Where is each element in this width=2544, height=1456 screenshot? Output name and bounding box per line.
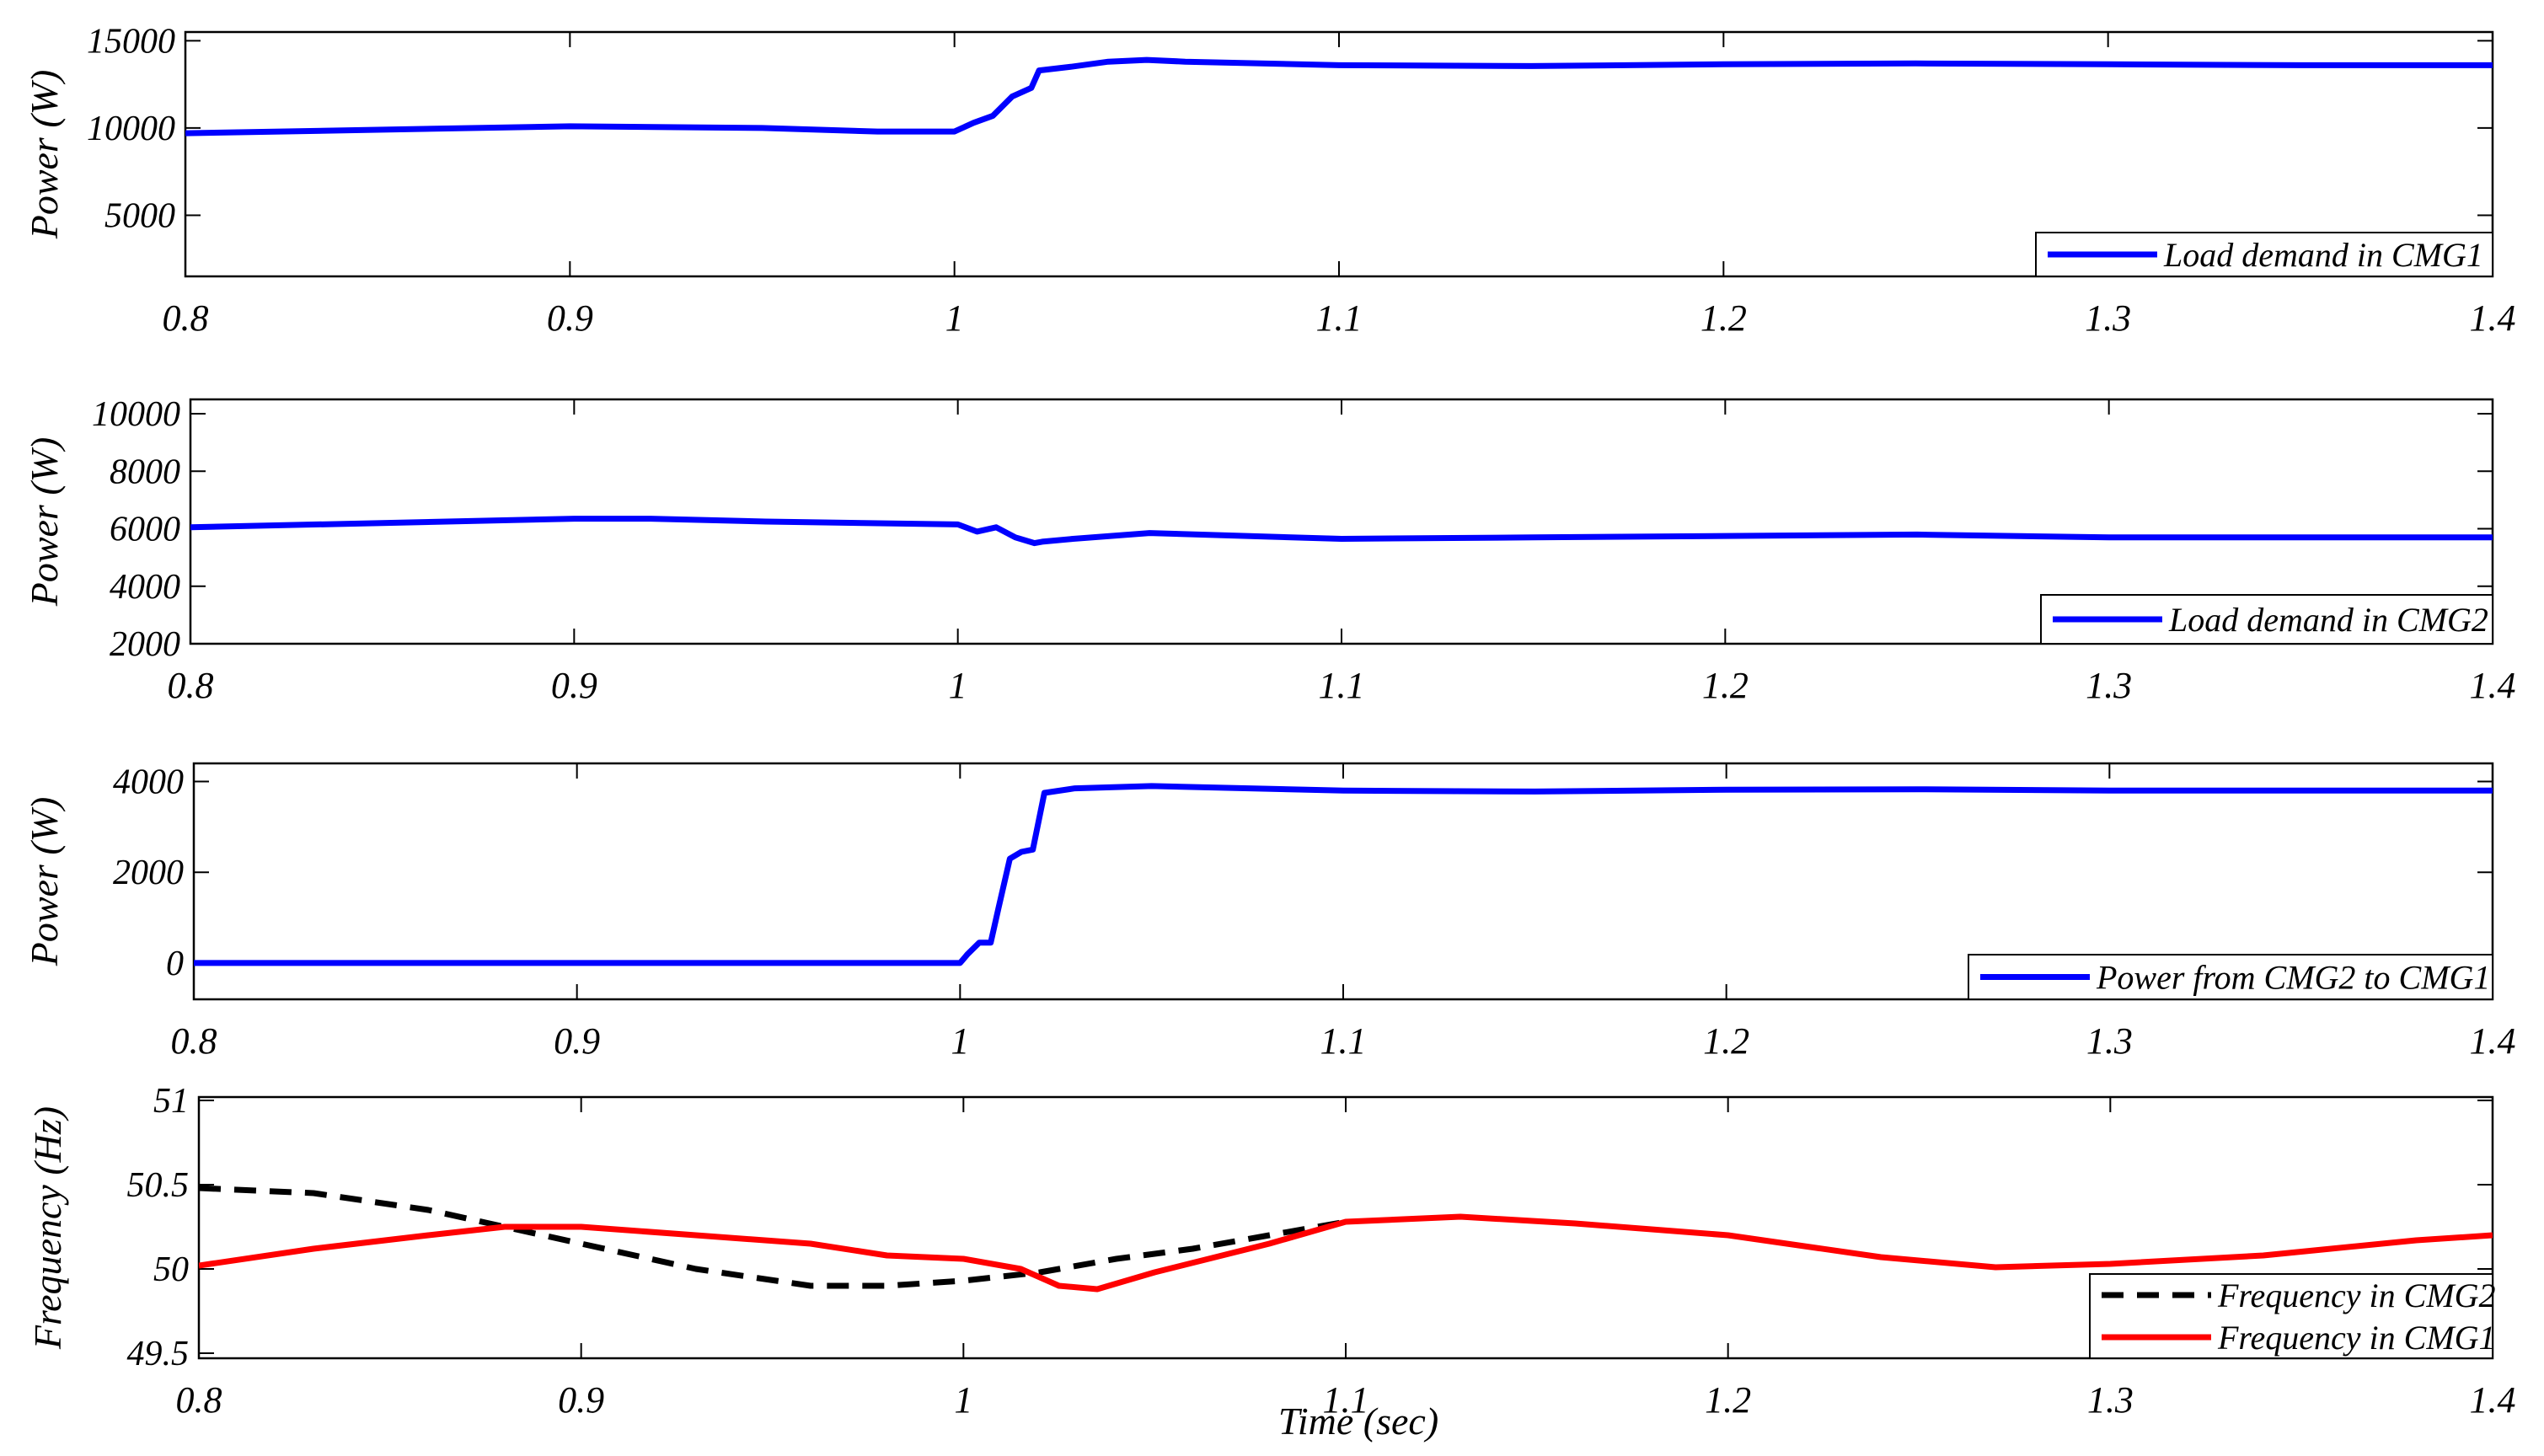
y-tick-label: 0 <box>166 945 184 983</box>
y-axis-label: Power (W) <box>23 70 66 240</box>
y-axis-label: Power (W) <box>23 437 66 608</box>
x-tick-label: 1.3 <box>2086 665 2132 706</box>
x-tick-label: 1 <box>954 1379 972 1421</box>
x-tick-label: 0.9 <box>547 297 593 339</box>
x-tick-label: 1.1 <box>1316 297 1363 339</box>
series-line-1 <box>194 783 2493 966</box>
series-line-1 <box>190 516 2493 547</box>
series-line-2 <box>199 1213 2493 1293</box>
legend-label-2: Frequency in CMG1 <box>2217 1319 2496 1357</box>
y-tick-label: 49.5 <box>127 1335 190 1373</box>
x-tick-label: 0.9 <box>554 1020 600 1062</box>
x-tick-label: 1.1 <box>1319 665 1365 706</box>
chart-panel-4: 0.8 0.9 1 1.1 1.2 1.3 1.4 49.5 50 50.5 51 Frequency… <box>26 1082 2516 1443</box>
y-tick-label: 8000 <box>110 452 180 491</box>
x-tick-label: 0.8 <box>163 297 209 339</box>
legend-label-1: Frequency in CMG2 <box>2217 1277 2496 1314</box>
x-tick-label: 1.2 <box>1703 1020 1749 1062</box>
x-tick-label: 1.2 <box>1702 665 1749 706</box>
legend: Load demand in CMG2 <box>2040 594 2493 645</box>
chart-panel-2: 0.8 0.9 1 1.1 1.2 1.3 1.4 2000 4000 6000 8000 10000… <box>23 395 2516 706</box>
x-tick-label: 1.3 <box>2086 1020 2133 1062</box>
x-tick-label: 1.2 <box>1700 297 1747 339</box>
x-tick-label: 0.8 <box>168 665 214 706</box>
x-tick-label: 1.1 <box>1320 1020 1367 1062</box>
y-tick-label: 10000 <box>87 110 175 148</box>
x-tick-label: 1 <box>949 665 967 706</box>
x-axis-label: Time (sec) <box>1278 1400 1438 1443</box>
x-tick-label: 1.4 <box>2470 297 2516 339</box>
y-tick-label: 6000 <box>110 511 180 549</box>
x-tick-label: 0.8 <box>171 1020 217 1062</box>
chart-panel-1: 0.8 0.9 1 1.1 1.2 1.3 1.4 5000 10000 15000 Power (… <box>23 22 2516 339</box>
legend-label-1: Load demand in CMG2 <box>2168 601 2488 639</box>
y-tick-label: 15000 <box>87 22 175 61</box>
y-tick-label: 4000 <box>110 568 180 607</box>
legend: Load demand in CMG1 <box>2035 232 2493 277</box>
y-tick-label: 51 <box>153 1082 189 1121</box>
series-line-1 <box>185 56 2493 136</box>
y-tick-label: 4000 <box>113 763 184 802</box>
legend-box <box>2089 1273 2493 1359</box>
x-tick-label: 1.3 <box>2085 297 2131 339</box>
x-tick-label: 1.4 <box>2470 1020 2516 1062</box>
x-tick-label: 0.8 <box>176 1379 222 1421</box>
y-tick-label: 10000 <box>92 395 180 434</box>
legend-label-1: Load demand in CMG1 <box>2163 236 2483 274</box>
y-tick-label: 5000 <box>104 197 175 236</box>
y-axis-label: Power (W) <box>23 797 66 967</box>
x-tick-label: 1.1 <box>1323 1379 1369 1421</box>
x-tick-label: 1.4 <box>2470 1379 2516 1421</box>
y-tick-label: 2000 <box>113 854 184 892</box>
chart-panel-3: 0.8 0.9 1 1.1 1.2 1.3 1.4 0 2000 4000 Power (W) Pow… <box>23 762 2516 1062</box>
x-tick-label: 1 <box>945 297 964 339</box>
y-axis-label: Frequency (Hz) <box>26 1106 69 1350</box>
legend-label-1: Power from CMG2 to CMG1 <box>2096 959 2490 997</box>
series-line-1 <box>199 1185 1347 1289</box>
x-tick-label: 0.9 <box>551 665 597 706</box>
y-tick-label: 50 <box>153 1250 189 1289</box>
x-tick-label: 1.2 <box>1705 1379 1751 1421</box>
legend: Power from CMG2 to CMG1 <box>1968 954 2493 1000</box>
y-tick-label: 2000 <box>110 625 180 664</box>
x-tick-label: 0.9 <box>558 1379 604 1421</box>
y-tick-label: 50.5 <box>127 1166 190 1205</box>
x-tick-label: 1 <box>951 1020 969 1062</box>
legend: Frequency in CMG2 Frequency in CMG1 <box>2089 1273 2496 1359</box>
x-tick-label: 1.4 <box>2470 665 2516 706</box>
x-tick-label: 1.3 <box>2087 1379 2134 1421</box>
